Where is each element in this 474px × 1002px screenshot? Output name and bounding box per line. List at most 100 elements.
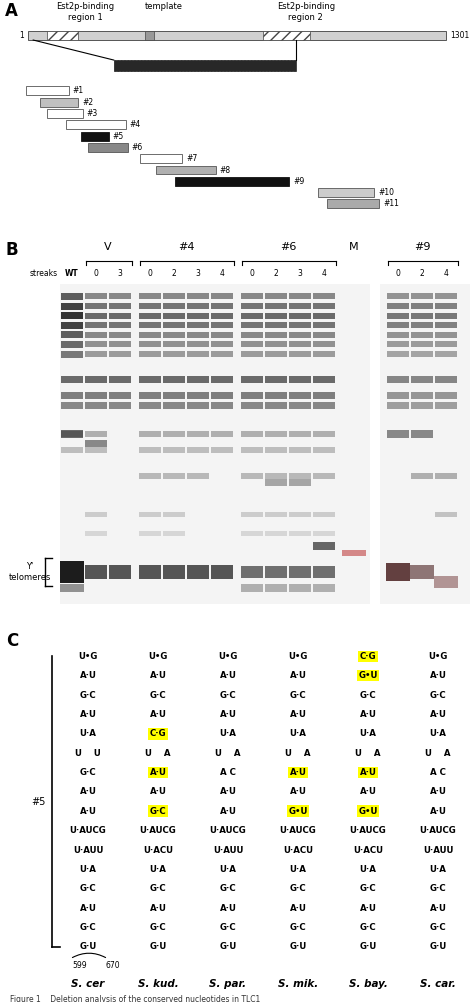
- Bar: [313, 377, 335, 384]
- Text: G·C: G·C: [219, 690, 237, 699]
- Text: G·C: G·C: [150, 923, 166, 932]
- Bar: [434, 576, 458, 588]
- Bar: [387, 402, 409, 409]
- Text: #9: #9: [293, 176, 304, 185]
- Text: A·U: A·U: [429, 710, 447, 718]
- Text: A·U: A·U: [429, 788, 447, 797]
- Bar: [211, 402, 233, 409]
- Text: G·C: G·C: [360, 885, 376, 893]
- Text: 599: 599: [72, 961, 87, 970]
- Text: G·C: G·C: [290, 690, 306, 699]
- Text: U    A: U A: [355, 748, 381, 758]
- Bar: [139, 351, 161, 357]
- Bar: [109, 565, 131, 579]
- Bar: [85, 531, 107, 536]
- Bar: [410, 565, 434, 579]
- Bar: [387, 332, 409, 338]
- Bar: [387, 351, 409, 357]
- Text: C·G: C·G: [360, 652, 376, 660]
- Bar: [187, 303, 209, 309]
- Bar: [411, 402, 433, 409]
- Bar: [139, 512, 161, 517]
- Bar: [40, 98, 78, 106]
- Bar: [289, 566, 311, 578]
- Text: #1: #1: [73, 86, 83, 95]
- Text: U    A: U A: [285, 748, 311, 758]
- Bar: [265, 313, 287, 319]
- Bar: [265, 332, 287, 338]
- Text: U·AUCG: U·AUCG: [280, 827, 316, 835]
- Bar: [163, 431, 185, 437]
- Text: #4: #4: [178, 241, 194, 252]
- Text: U·A: U·A: [360, 865, 376, 874]
- Bar: [380, 284, 470, 604]
- Bar: [85, 323, 107, 329]
- Bar: [47, 109, 83, 118]
- Text: 0: 0: [93, 270, 99, 278]
- Bar: [289, 431, 311, 437]
- Bar: [61, 341, 83, 348]
- Bar: [139, 531, 161, 536]
- Bar: [241, 303, 263, 309]
- Bar: [109, 323, 131, 329]
- Bar: [163, 294, 185, 300]
- Text: G·C: G·C: [219, 923, 237, 932]
- Text: A·U: A·U: [150, 671, 166, 680]
- Bar: [313, 393, 335, 400]
- Bar: [265, 447, 287, 453]
- Text: U·AUU: U·AUU: [423, 846, 453, 855]
- Text: 3: 3: [196, 270, 201, 278]
- Text: A·U: A·U: [80, 671, 96, 680]
- Bar: [289, 447, 311, 453]
- Bar: [163, 393, 185, 400]
- Bar: [163, 512, 185, 517]
- Bar: [187, 377, 209, 384]
- Text: Est2p-binding
region 2: Est2p-binding region 2: [277, 2, 335, 22]
- Bar: [435, 332, 457, 338]
- Text: 670: 670: [106, 961, 120, 970]
- Bar: [85, 313, 107, 319]
- Bar: [265, 431, 287, 437]
- Bar: [61, 332, 83, 339]
- Bar: [61, 322, 83, 329]
- Bar: [241, 393, 263, 400]
- Text: A·U: A·U: [290, 710, 306, 718]
- Bar: [387, 430, 409, 438]
- Text: U·ACU: U·ACU: [353, 846, 383, 855]
- Bar: [263, 31, 310, 40]
- Bar: [163, 447, 185, 453]
- Bar: [211, 351, 233, 357]
- Bar: [66, 120, 126, 129]
- Bar: [163, 473, 185, 479]
- Bar: [139, 402, 161, 409]
- Bar: [163, 351, 185, 357]
- Bar: [289, 512, 311, 517]
- Text: U·AUCG: U·AUCG: [210, 827, 246, 835]
- Bar: [435, 342, 457, 348]
- Bar: [265, 531, 287, 536]
- Bar: [387, 377, 409, 384]
- Text: streaks: streaks: [30, 270, 58, 278]
- Text: U·AUU: U·AUU: [213, 846, 243, 855]
- Bar: [156, 165, 216, 174]
- Bar: [411, 294, 433, 300]
- Text: A·U: A·U: [219, 671, 237, 680]
- Text: #10: #10: [378, 188, 394, 197]
- Bar: [289, 584, 311, 592]
- Text: G•U: G•U: [358, 671, 378, 680]
- Text: #6: #6: [132, 143, 143, 152]
- Text: #4: #4: [129, 120, 141, 129]
- Text: 4: 4: [321, 270, 327, 278]
- Bar: [241, 323, 263, 329]
- Text: U·AUCG: U·AUCG: [70, 827, 106, 835]
- Bar: [289, 303, 311, 309]
- Bar: [289, 479, 311, 486]
- Text: A·U: A·U: [360, 788, 376, 797]
- Bar: [139, 393, 161, 400]
- Bar: [81, 131, 109, 140]
- Text: A·U: A·U: [80, 710, 96, 718]
- Bar: [265, 473, 287, 479]
- Text: U·ACU: U·ACU: [283, 846, 313, 855]
- Text: 0: 0: [250, 270, 255, 278]
- Text: template: template: [145, 2, 182, 11]
